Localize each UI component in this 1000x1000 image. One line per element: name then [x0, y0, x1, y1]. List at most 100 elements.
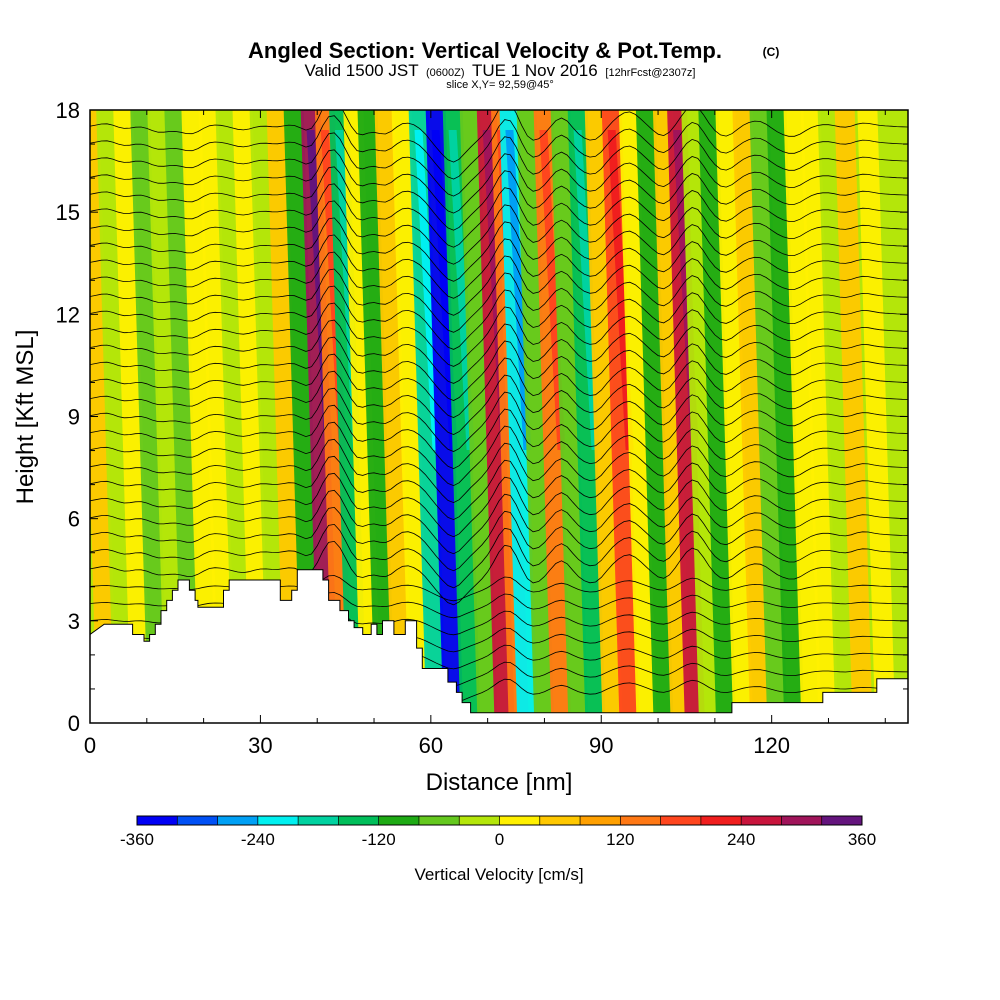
- theta-contour: [90, 336, 908, 401]
- theta-contour: [90, 370, 908, 435]
- velocity-band: [618, 110, 657, 723]
- colorbar-tick-label: -240: [241, 830, 275, 849]
- velocity-band: [715, 110, 754, 723]
- velocity-band: [232, 110, 271, 723]
- velocity-band: [408, 110, 447, 723]
- colorbar-swatch: [660, 816, 702, 825]
- velocity-band: [601, 110, 640, 723]
- colorbar-swatch: [137, 816, 178, 825]
- theta-contour: [90, 183, 908, 248]
- velocity-band: [96, 110, 134, 723]
- x-tick-label: 120: [753, 733, 790, 758]
- velocity-band: [550, 110, 589, 723]
- colorbar-swatch: [620, 816, 662, 825]
- colorbar-swatch: [580, 816, 621, 825]
- colorbar-swatch: [298, 816, 339, 825]
- velocity-band: [181, 110, 220, 723]
- subtitle-utc-time: (0600Z): [426, 67, 465, 79]
- velocity-band: [164, 110, 203, 723]
- colorbar-swatch: [781, 816, 823, 825]
- x-axis: 0 30 60 90 120: [84, 110, 886, 758]
- colorbar-swatch: [459, 816, 500, 825]
- velocity-band: [749, 110, 788, 723]
- theta-contour: [90, 115, 908, 180]
- theta-contour: [90, 387, 908, 452]
- colorbar-swatch: [539, 816, 581, 825]
- colorbar-tick-label: 0: [495, 830, 504, 849]
- theta-contour: [90, 523, 908, 589]
- slice-info: slice X,Y= 92,59@45°: [446, 79, 554, 91]
- velocity-band: [698, 110, 737, 723]
- velocity-band: [516, 110, 555, 723]
- theta-contour: [90, 149, 908, 214]
- velocity-band: [567, 110, 606, 723]
- colorbar-swatch: [257, 816, 299, 825]
- colorbar-swatch: [217, 816, 259, 825]
- y-tick-label: 6: [68, 507, 80, 532]
- velocity-band: [147, 110, 186, 723]
- velocity-band: [635, 110, 674, 723]
- theta-contour: [90, 540, 908, 606]
- y-tick-label: 9: [68, 405, 80, 430]
- velocity-band: [459, 110, 498, 723]
- theta-contour: [90, 353, 908, 418]
- theta-contour: [90, 575, 908, 602]
- colorbar-tick-label: -360: [120, 830, 154, 849]
- theta-contour: [90, 217, 908, 282]
- theta-contour: [90, 472, 908, 538]
- theta-contour: [90, 489, 908, 555]
- chart-subtitle: Valid 1500 JST (0600Z) TUE 1 Nov 2016 [1…: [305, 61, 696, 80]
- y-axis: 0 3 6 9 12 15 18: [56, 98, 908, 736]
- colorbar-swatch: [741, 816, 782, 825]
- y-tick-label: 18: [56, 98, 80, 123]
- y-tick-label: 3: [68, 609, 80, 634]
- theta-contour: [90, 132, 908, 197]
- theta-contour: [90, 285, 908, 350]
- colorbar-swatch: [177, 816, 219, 825]
- colorbar-swatch: [499, 816, 541, 825]
- chart-title-block: Angled Section: Vertical Velocity & Pot.…: [248, 38, 779, 91]
- colorbar-tick-label: 240: [727, 830, 755, 849]
- theta-contour: [90, 506, 908, 572]
- theta-contour: [90, 438, 908, 504]
- x-tick-label: 60: [419, 733, 443, 758]
- theta-contour: [90, 251, 908, 316]
- velocity-band: [584, 110, 623, 723]
- colorbar-swatch: [338, 816, 380, 825]
- velocity-band: [499, 110, 538, 723]
- subtitle-forecast: [12hrFcst@2307z]: [605, 67, 695, 79]
- velocity-band: [425, 110, 464, 723]
- x-axis-label: Distance [nm]: [426, 769, 573, 796]
- theta-contour: [90, 302, 908, 367]
- y-tick-label: 15: [56, 200, 80, 225]
- chart-title: Angled Section: Vertical Velocity & Pot.…: [248, 38, 722, 63]
- theta-contour: [90, 166, 908, 231]
- x-tick-label: 30: [248, 733, 272, 758]
- colorbar-swatch: [418, 816, 460, 825]
- theta-contour: [90, 455, 908, 521]
- colorbar-tick-label: -120: [362, 830, 396, 849]
- velocity-band: [732, 110, 771, 723]
- colorbar-swatch: [378, 816, 420, 825]
- terrain-mask: [90, 569, 908, 723]
- potential-temperature-contours: [90, 110, 908, 704]
- theta-contour: [90, 234, 908, 299]
- y-tick-label: 12: [56, 302, 80, 327]
- theta-contour: [90, 421, 908, 487]
- theta-contour: [90, 200, 908, 265]
- velocity-band: [391, 110, 430, 723]
- velocity-band: [533, 110, 572, 723]
- plot-area: [90, 110, 908, 723]
- velocity-band: [357, 110, 396, 723]
- colorbar-tick-label: 360: [848, 830, 876, 849]
- y-axis-label: Height [Kft MSL]: [12, 330, 39, 505]
- colorbar-swatch: [821, 816, 863, 825]
- subtitle-valid-time: Valid 1500 JST: [305, 61, 419, 80]
- x-tick-label: 0: [84, 733, 96, 758]
- colorbar-tick-label: 120: [606, 830, 634, 849]
- theta-contour: [90, 404, 908, 470]
- theta-contour: [90, 319, 908, 384]
- theta-contour: [90, 110, 908, 163]
- colorbar-swatch: [700, 816, 742, 825]
